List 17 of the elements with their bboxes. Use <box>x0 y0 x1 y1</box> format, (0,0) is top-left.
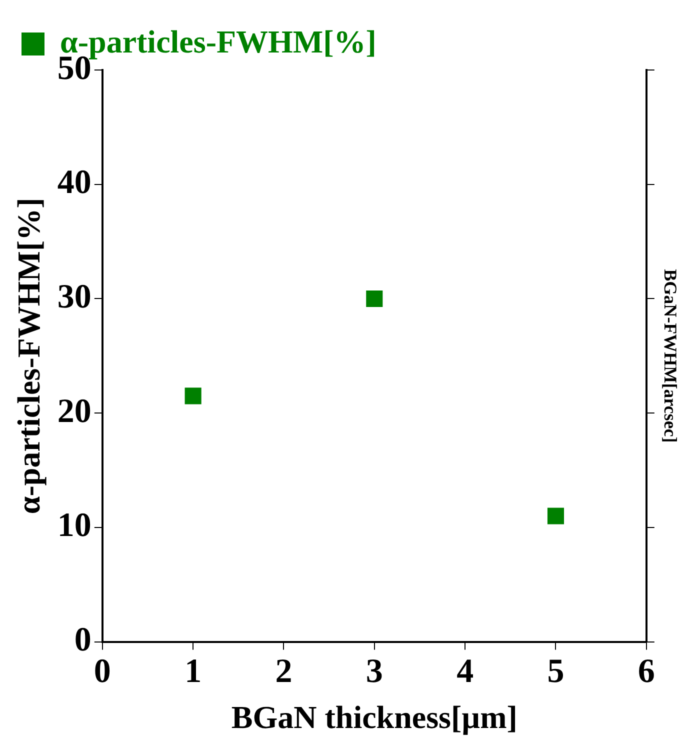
point <box>184 388 202 404</box>
x-tick-label: 3 <box>366 652 383 690</box>
point <box>547 508 564 524</box>
x-tick-label: 6 <box>638 652 655 690</box>
point <box>366 290 383 307</box>
x-axis-title: BGaN thickness[µm] <box>231 699 518 736</box>
x-tick-label: 2 <box>275 652 292 690</box>
y-tick-label: 20 <box>57 392 92 430</box>
x-tick-label: 1 <box>184 652 202 690</box>
y2-axis-title: BGaN-FWHM[arcsec] <box>660 269 681 443</box>
y-tick-label: 0 <box>74 622 92 659</box>
y-axis-title: α-particles-FWHM[%] <box>10 198 46 514</box>
y-tick-label: 40 <box>57 164 92 202</box>
y-tick-label: 30 <box>57 278 92 316</box>
y-tick-label: 10 <box>57 507 92 544</box>
x-tick-label: 4 <box>456 652 474 690</box>
x-tick-label: 5 <box>547 652 564 690</box>
